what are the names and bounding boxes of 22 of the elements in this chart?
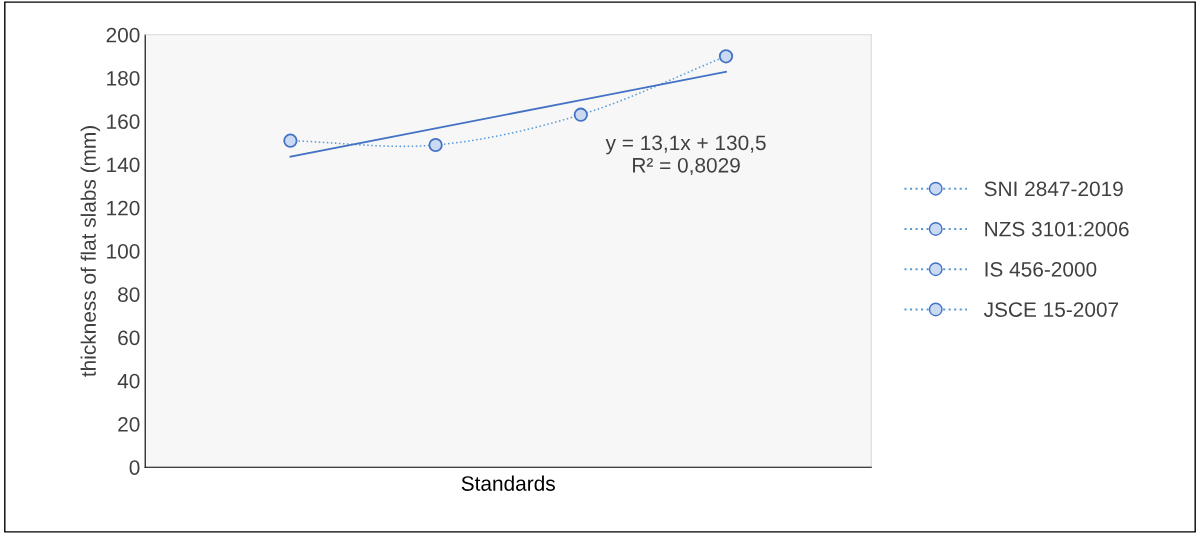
y-tick-label: 200 xyxy=(106,27,140,43)
y-tick-label: 140 xyxy=(107,157,140,173)
y-tick-label: 20 xyxy=(118,417,140,432)
y-tick-label: 0 xyxy=(129,460,140,475)
legend-label: IS 456-2000 xyxy=(985,261,1097,277)
y-tick-label: 160 xyxy=(107,114,140,129)
point xyxy=(718,49,734,64)
y-tick-label: 100 xyxy=(107,243,140,259)
y-tick-label: 120 xyxy=(107,200,140,216)
point xyxy=(573,107,588,122)
annotation: y = 13,1x + 130,5 R² = 0,8029 xyxy=(605,135,766,176)
x-axis-title: Standards xyxy=(461,475,555,491)
y-axis-title: thickness of flat slabs (mm) xyxy=(80,126,101,377)
legend-label: SNI 2847-2019 xyxy=(984,181,1123,197)
point xyxy=(428,137,443,153)
legend-label: NZS 3101:2006 xyxy=(985,221,1129,237)
y-tick-label: 40 xyxy=(117,373,140,389)
y-tick-label: 180 xyxy=(107,70,140,86)
point xyxy=(283,133,298,148)
y-tick-label: 60 xyxy=(118,330,140,346)
legend-label: JSCE 15-2007 xyxy=(983,302,1119,317)
y-tick-label: 80 xyxy=(118,287,140,302)
